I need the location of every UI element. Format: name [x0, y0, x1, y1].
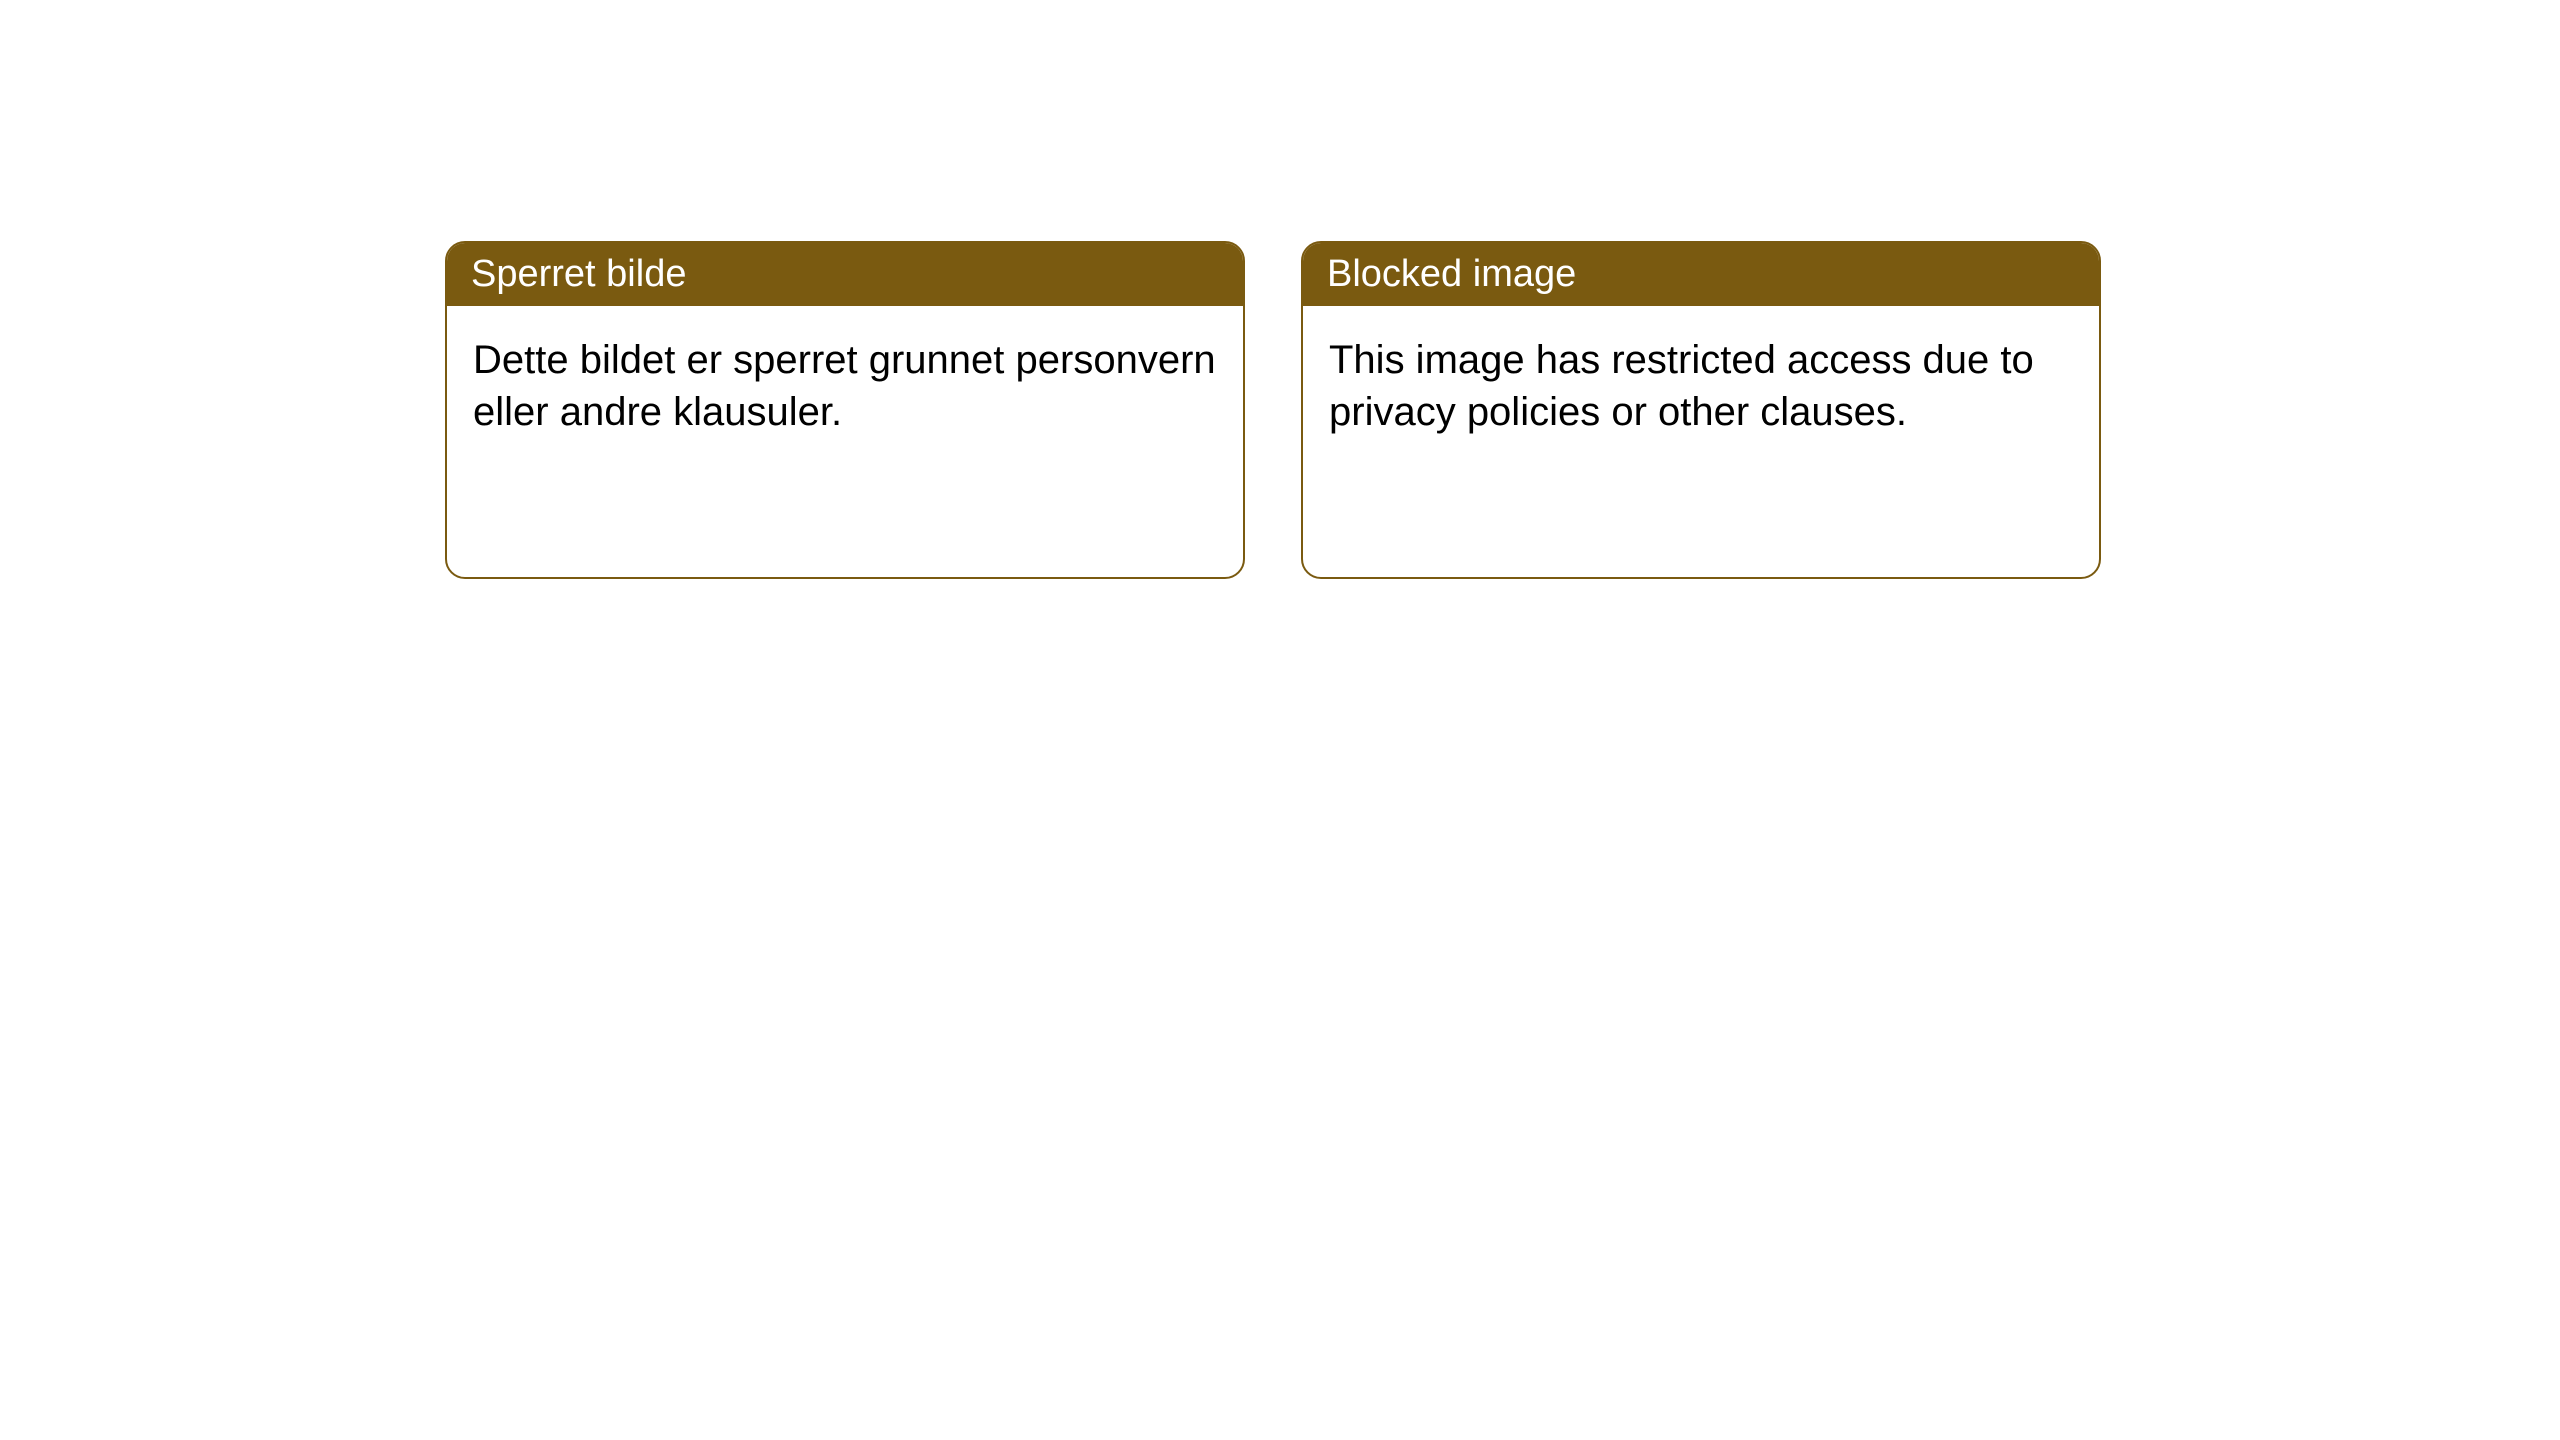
- card-body-norwegian: Dette bildet er sperret grunnet personve…: [447, 306, 1243, 466]
- card-header-norwegian: Sperret bilde: [447, 243, 1243, 306]
- notice-card-english: Blocked image This image has restricted …: [1301, 241, 2101, 579]
- card-body-text: This image has restricted access due to …: [1329, 338, 2034, 434]
- notice-card-norwegian: Sperret bilde Dette bildet er sperret gr…: [445, 241, 1245, 579]
- card-body-text: Dette bildet er sperret grunnet personve…: [473, 338, 1216, 434]
- card-body-english: This image has restricted access due to …: [1303, 306, 2099, 466]
- notice-cards-container: Sperret bilde Dette bildet er sperret gr…: [0, 0, 2560, 579]
- card-title: Sperret bilde: [471, 253, 686, 295]
- card-header-english: Blocked image: [1303, 243, 2099, 306]
- card-title: Blocked image: [1327, 253, 1576, 295]
